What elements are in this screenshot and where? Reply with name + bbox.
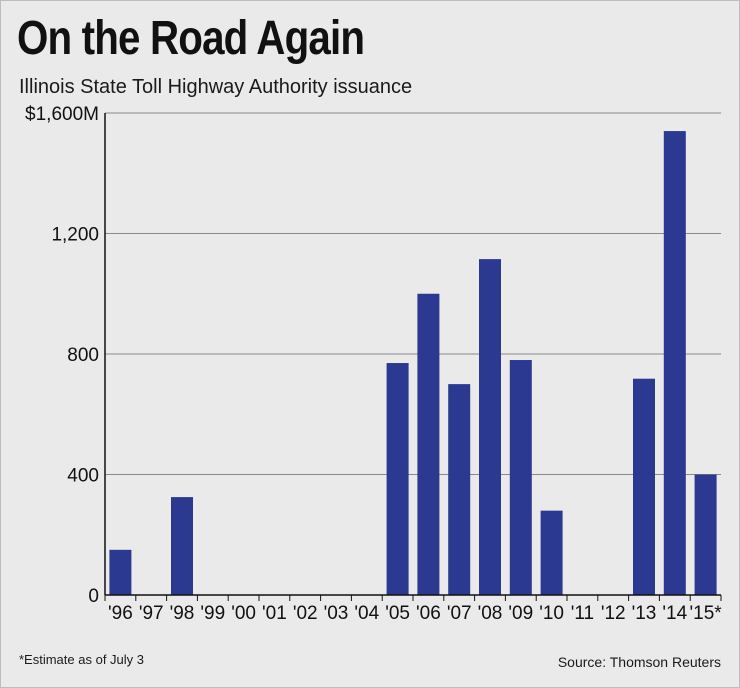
- bar: [386, 363, 409, 595]
- x-tick-label: '11: [571, 603, 594, 624]
- bar: [448, 384, 471, 595]
- bar: [509, 360, 532, 595]
- x-tick-label: '13: [632, 603, 657, 624]
- x-tick-label: '07: [447, 603, 472, 624]
- x-tick-label: '97: [139, 603, 164, 624]
- y-tick-label: $1,600M: [25, 104, 99, 125]
- x-tick-label: '08: [478, 603, 503, 624]
- bar: [417, 293, 440, 595]
- bar: [633, 378, 655, 595]
- bar: [171, 497, 193, 595]
- x-tick-label: '06: [416, 603, 441, 624]
- x-tick-label: '99: [200, 603, 225, 624]
- y-tick-label: 1,200: [51, 225, 99, 246]
- x-tick-label: '09: [508, 603, 533, 624]
- x-tick-label: '12: [601, 603, 626, 624]
- axes: [104, 113, 722, 601]
- y-tick-label: 800: [67, 345, 99, 366]
- x-tick-label: '14: [662, 603, 687, 624]
- bar: [663, 131, 686, 595]
- x-tick-label: '96: [108, 603, 133, 624]
- x-tick-label: '05: [385, 603, 410, 624]
- x-tick-label: '15*: [690, 603, 723, 624]
- x-tick-label: '00: [231, 603, 256, 624]
- footnote: *Estimate as of July 3: [19, 652, 144, 667]
- x-tick-label: '98: [170, 603, 195, 624]
- x-tick-label: '01: [262, 603, 287, 624]
- chart-title: On the Road Again: [17, 12, 365, 65]
- x-tick-label: '10: [539, 603, 564, 624]
- bar: [479, 259, 501, 595]
- bar: [109, 549, 132, 595]
- bar: [694, 474, 717, 595]
- x-tick-label: '03: [324, 603, 349, 624]
- bars: [109, 131, 717, 595]
- chart-subtitle: Illinois State Toll Highway Authority is…: [19, 76, 413, 98]
- y-tick-labels: 0 400 800 1,200 $1,600M: [25, 104, 99, 607]
- x-tick-labels: '96'97'98'99'00'01'02'03'04'05'06'07'08 '…: [108, 603, 722, 624]
- x-tick-label: '02: [293, 603, 318, 624]
- gridlines: [105, 112, 721, 475]
- x-tick-label: '04: [354, 603, 379, 624]
- bar: [540, 510, 563, 595]
- y-tick-label: 400: [67, 466, 99, 487]
- source-credit: Source: Thomson Reuters: [557, 654, 721, 670]
- y-tick-label: 0: [88, 586, 99, 607]
